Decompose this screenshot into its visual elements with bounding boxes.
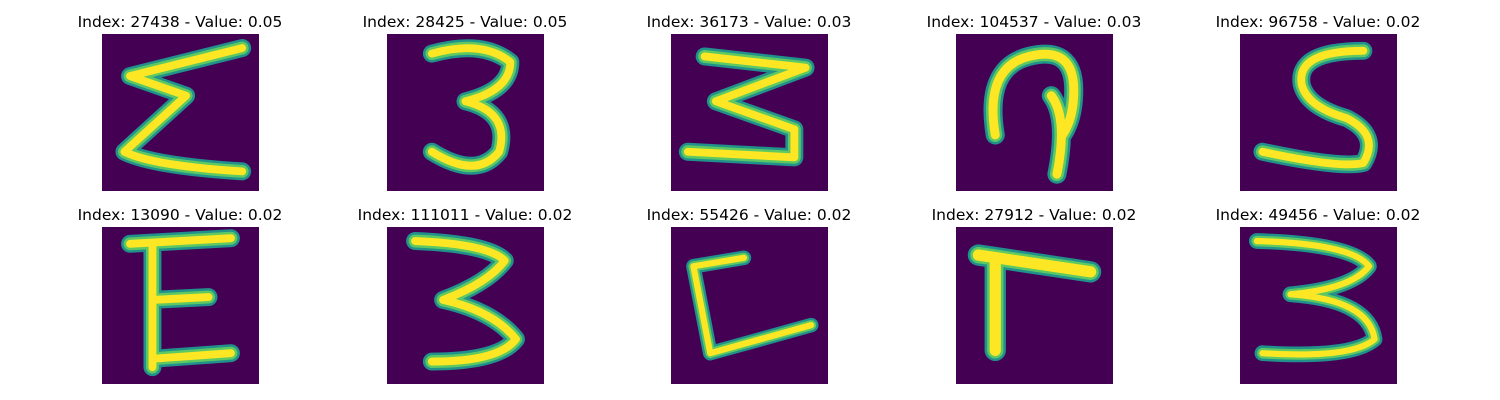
panel-title: Index: 96758 - Value: 0.02 xyxy=(1198,12,1438,32)
panel-title: Index: 104537 - Value: 0.03 xyxy=(914,12,1154,32)
digit-image xyxy=(1240,34,1397,191)
panel-title: Index: 49456 - Value: 0.02 xyxy=(1198,205,1438,225)
digit-image xyxy=(956,227,1113,384)
digit-image xyxy=(671,227,828,384)
panel-title: Index: 27912 - Value: 0.02 xyxy=(914,205,1154,225)
panel-title: Index: 27438 - Value: 0.05 xyxy=(60,12,300,32)
digit-image xyxy=(102,227,259,384)
panel-title: Index: 111011 - Value: 0.02 xyxy=(345,205,585,225)
digit-image xyxy=(387,227,544,384)
panel-title: Index: 36173 - Value: 0.03 xyxy=(629,12,869,32)
digit-image xyxy=(387,34,544,191)
digit-image xyxy=(956,34,1113,191)
panel-title: Index: 28425 - Value: 0.05 xyxy=(345,12,585,32)
digit-image xyxy=(1240,227,1397,384)
digit-image xyxy=(671,34,828,191)
panel-title: Index: 55426 - Value: 0.02 xyxy=(629,205,869,225)
digit-image xyxy=(102,34,259,191)
panel-title: Index: 13090 - Value: 0.02 xyxy=(60,205,300,225)
